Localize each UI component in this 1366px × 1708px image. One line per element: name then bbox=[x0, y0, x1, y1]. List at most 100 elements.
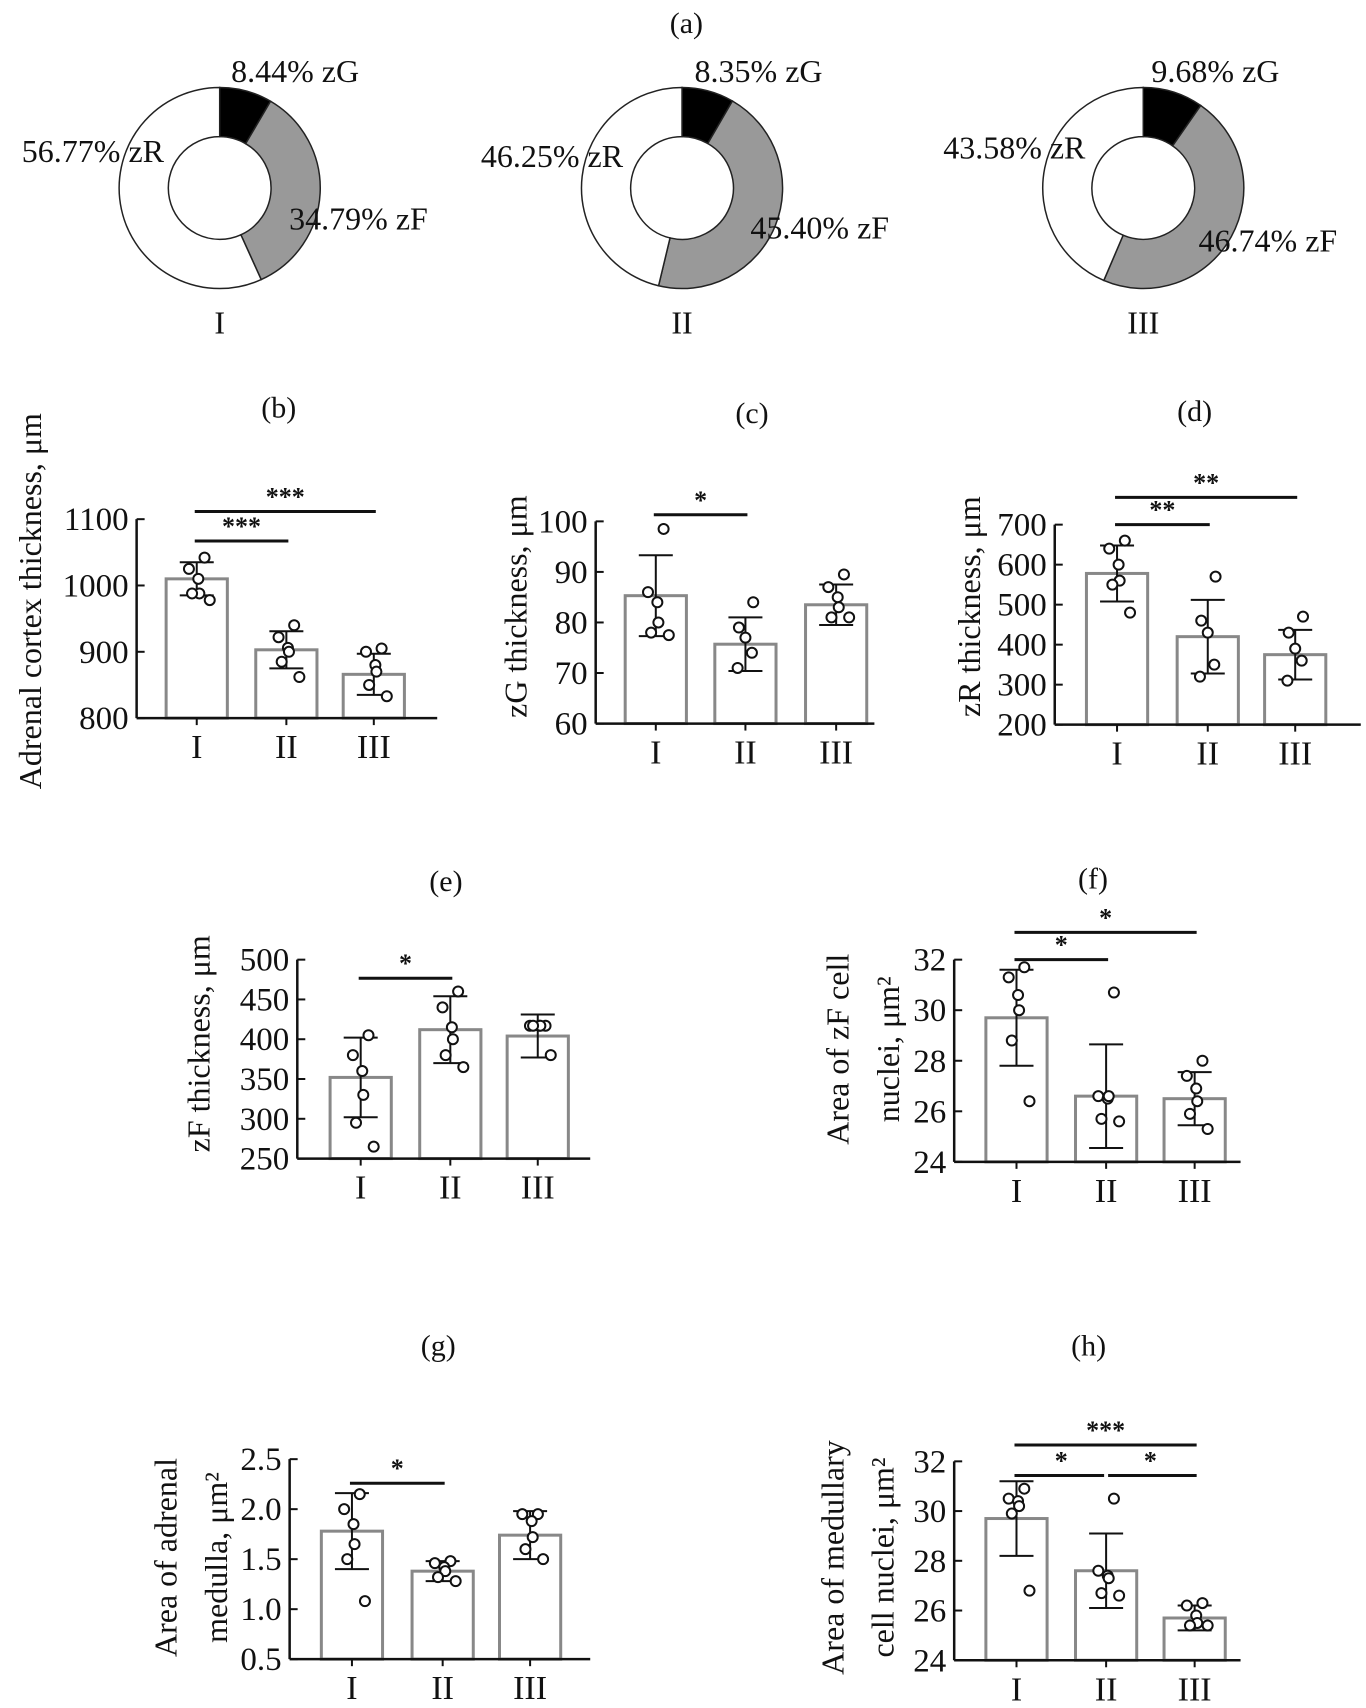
donut-chart-I bbox=[118, 86, 321, 290]
data-point bbox=[1113, 1115, 1126, 1128]
significance-label: * bbox=[391, 1454, 404, 1483]
pie-label-zF: 46.74% zF bbox=[1199, 222, 1338, 258]
data-point bbox=[1190, 1082, 1203, 1095]
data-point bbox=[1195, 614, 1208, 627]
y-tick-label: 450 bbox=[240, 982, 290, 1018]
y-tick-label: 28 bbox=[913, 1044, 946, 1080]
data-point bbox=[1201, 1123, 1214, 1136]
data-point bbox=[732, 621, 745, 634]
data-point bbox=[1180, 1069, 1193, 1082]
pie-label-zG: 9.68% zG bbox=[1151, 53, 1279, 89]
y-tick-label: 2.0 bbox=[240, 1492, 281, 1528]
y-tick-label: 400 bbox=[240, 1022, 290, 1058]
x-tick-label: I bbox=[346, 1670, 357, 1707]
data-point bbox=[1095, 1587, 1108, 1600]
y-tick-label: 30 bbox=[913, 1494, 946, 1530]
pie-slice-zF bbox=[1102, 104, 1245, 290]
data-point bbox=[431, 1571, 444, 1584]
data-point bbox=[436, 1001, 449, 1014]
data-point bbox=[1196, 1597, 1209, 1610]
data-point bbox=[1193, 670, 1206, 683]
data-point bbox=[1102, 1090, 1115, 1103]
y-tick-label: 700 bbox=[997, 508, 1047, 544]
data-point bbox=[370, 665, 383, 678]
y-tick-label: 2.5 bbox=[240, 1442, 281, 1478]
y-tick-label: 300 bbox=[997, 668, 1047, 704]
y-tick-label: 900 bbox=[79, 635, 129, 671]
data-point bbox=[367, 1140, 380, 1153]
data-point bbox=[350, 1116, 363, 1129]
data-point bbox=[380, 690, 393, 703]
y-tick-label: 32 bbox=[913, 1444, 946, 1480]
bar-I bbox=[164, 577, 229, 720]
y-tick-label: 30 bbox=[913, 993, 946, 1029]
data-point bbox=[1183, 1619, 1196, 1632]
x-tick-label: III bbox=[1178, 1671, 1212, 1708]
y-axis-label: Area of adrenal bbox=[148, 1458, 184, 1657]
y-tick-label: 26 bbox=[913, 1094, 946, 1130]
data-point bbox=[452, 985, 465, 998]
y-axis-label: medulla, μm² bbox=[198, 1472, 234, 1643]
data-point bbox=[293, 670, 306, 683]
x-tick-label: III bbox=[819, 735, 853, 772]
data-point bbox=[1113, 1589, 1126, 1602]
data-point bbox=[519, 1543, 532, 1556]
data-point bbox=[527, 1019, 540, 1032]
data-point bbox=[1095, 1112, 1108, 1125]
data-point bbox=[843, 611, 856, 624]
x-tick-label: II bbox=[1095, 1671, 1118, 1708]
x-tick-label: I bbox=[355, 1170, 366, 1207]
data-point bbox=[1107, 1492, 1120, 1505]
panel-label-d: (d) bbox=[1177, 395, 1212, 428]
x-tick-label: III bbox=[1178, 1173, 1212, 1210]
data-point bbox=[1018, 961, 1031, 974]
y-axis-label: Adrenal cortex thickness, μm bbox=[12, 413, 48, 789]
data-point bbox=[1013, 1500, 1026, 1513]
y-tick-label: 24 bbox=[913, 1145, 946, 1181]
y-tick-label: 400 bbox=[997, 628, 1047, 664]
x-tick-label: III bbox=[513, 1670, 547, 1707]
x-tick-label: II bbox=[431, 1670, 454, 1707]
y-tick-label: 250 bbox=[240, 1142, 290, 1178]
pie-slice-zR bbox=[1041, 86, 1145, 282]
data-point bbox=[346, 1049, 359, 1062]
bar-chart-h bbox=[952, 1443, 1241, 1668]
data-point bbox=[198, 551, 211, 564]
y-tick-label: 28 bbox=[913, 1544, 946, 1580]
data-point bbox=[1208, 658, 1221, 671]
data-point bbox=[375, 642, 388, 655]
data-point bbox=[1005, 1034, 1018, 1047]
data-point bbox=[516, 1508, 529, 1521]
pie-slice-zF bbox=[657, 99, 784, 290]
significance-label: ** bbox=[1193, 468, 1219, 497]
significance-label: * bbox=[1055, 1447, 1068, 1476]
data-point bbox=[537, 1553, 550, 1566]
data-point bbox=[358, 1595, 371, 1608]
pie-label-zR: 43.58% zR bbox=[943, 129, 1086, 165]
data-point bbox=[525, 1515, 538, 1528]
data-point bbox=[182, 562, 195, 575]
pie-slice-zF bbox=[239, 100, 321, 281]
pie-label-zF: 34.79% zF bbox=[289, 201, 428, 237]
data-point bbox=[1013, 1004, 1026, 1017]
data-point bbox=[1282, 626, 1295, 639]
data-point bbox=[747, 596, 760, 609]
data-point bbox=[645, 626, 658, 639]
y-tick-label: 24 bbox=[913, 1643, 946, 1679]
x-tick-label: II bbox=[1196, 736, 1219, 773]
pie-group-label: II bbox=[671, 304, 692, 340]
data-point bbox=[825, 611, 838, 624]
donut-chart-II bbox=[580, 86, 784, 290]
y-axis-label: cell nuclei, μm² bbox=[865, 1458, 901, 1658]
pie-label-zF: 45.40% zF bbox=[750, 209, 889, 245]
data-point bbox=[356, 1065, 369, 1078]
y-axis-label: nuclei, μm² bbox=[870, 976, 906, 1122]
y-tick-label: 26 bbox=[913, 1594, 946, 1630]
panel-label-h: (h) bbox=[1071, 1329, 1106, 1362]
y-tick-label: 300 bbox=[240, 1102, 290, 1138]
data-point bbox=[1103, 542, 1116, 555]
data-point bbox=[662, 629, 675, 642]
bar-chart-e bbox=[296, 958, 591, 1166]
data-point bbox=[1196, 1054, 1209, 1067]
bar-chart-c bbox=[594, 513, 875, 731]
